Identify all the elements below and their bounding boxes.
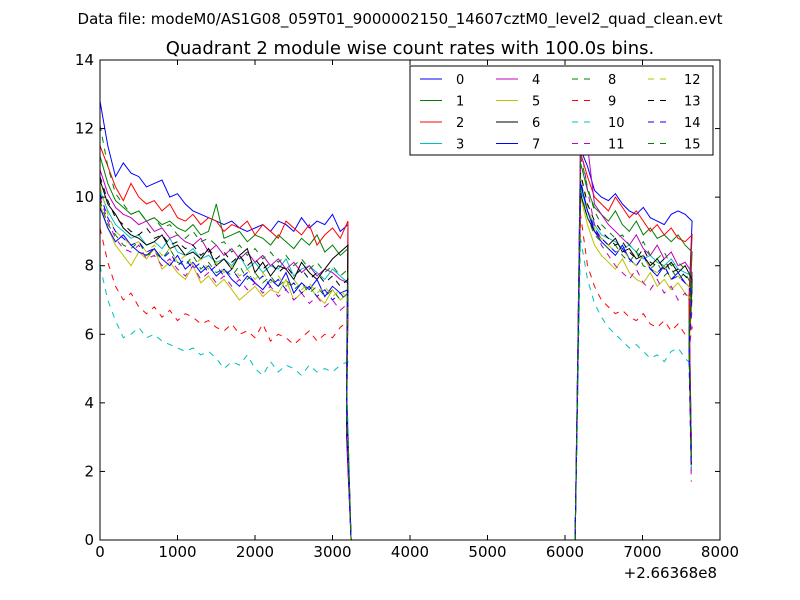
series-line-10 [99, 238, 693, 541]
x-tick-label: 5000 [468, 543, 506, 561]
x-tick-label: 0 [95, 543, 105, 561]
legend-label-1: 1 [456, 95, 464, 110]
legend-label-6: 6 [532, 116, 540, 131]
legend-label-5: 5 [532, 95, 540, 110]
x-tick-label: 1000 [158, 543, 196, 561]
series-line-1 [99, 155, 693, 541]
series-line-9 [99, 214, 693, 541]
y-tick-label: 12 [75, 120, 94, 138]
legend-label-0: 0 [456, 73, 464, 88]
chart-suptitle: Data file: modeM0/AS1G08_059T01_90000021… [78, 10, 723, 29]
y-tick-label: 4 [84, 394, 94, 412]
series-line-0 [99, 101, 693, 541]
legend-label-3: 3 [456, 138, 464, 153]
series-line-15 [99, 125, 693, 541]
series-line-2 [99, 145, 693, 541]
legend-label-12: 12 [684, 73, 701, 88]
legend-label-8: 8 [608, 73, 616, 88]
series-line-11 [99, 142, 693, 541]
chart-title: Quadrant 2 module wise count rates with … [166, 38, 655, 59]
legend-label-15: 15 [684, 138, 701, 153]
y-tick-label: 0 [84, 531, 94, 549]
series-line-4 [99, 137, 693, 541]
legend-label-13: 13 [684, 95, 701, 110]
plot-lines [99, 101, 693, 541]
legend-label-11: 11 [608, 138, 625, 153]
y-tick-label: 10 [75, 188, 94, 206]
y-tick-label: 6 [84, 325, 94, 343]
x-tick-label: 8000 [701, 543, 739, 561]
axis-ticks: 0 1000 2000 3000 4000 5000 6000 7000 80000246810… [75, 51, 739, 561]
legend-label-2: 2 [456, 116, 464, 131]
series-line-5 [99, 196, 693, 541]
legend-label-10: 10 [608, 116, 625, 131]
x-tick-label: 7000 [623, 543, 661, 561]
x-tick-label: 2000 [236, 543, 274, 561]
series-line-13 [99, 172, 693, 541]
y-tick-label: 14 [75, 51, 94, 69]
series-line-7 [99, 183, 693, 541]
legend-label-9: 9 [608, 95, 616, 110]
y-tick-label: 2 [84, 462, 94, 480]
series-line-12 [99, 176, 693, 541]
x-offset-label: +2.66368e8 [624, 564, 717, 582]
y-tick-label: 8 [84, 257, 94, 275]
series-line-8 [99, 190, 693, 541]
x-tick-label: 6000 [546, 543, 584, 561]
legend-label-4: 4 [532, 73, 540, 88]
legend-label-14: 14 [684, 116, 701, 131]
x-tick-label: 4000 [391, 543, 429, 561]
series-line-6 [99, 179, 693, 541]
legend-box [409, 65, 714, 156]
x-tick-label: 3000 [313, 543, 351, 561]
series-line-14 [99, 179, 693, 541]
legend-label-7: 7 [532, 138, 540, 153]
